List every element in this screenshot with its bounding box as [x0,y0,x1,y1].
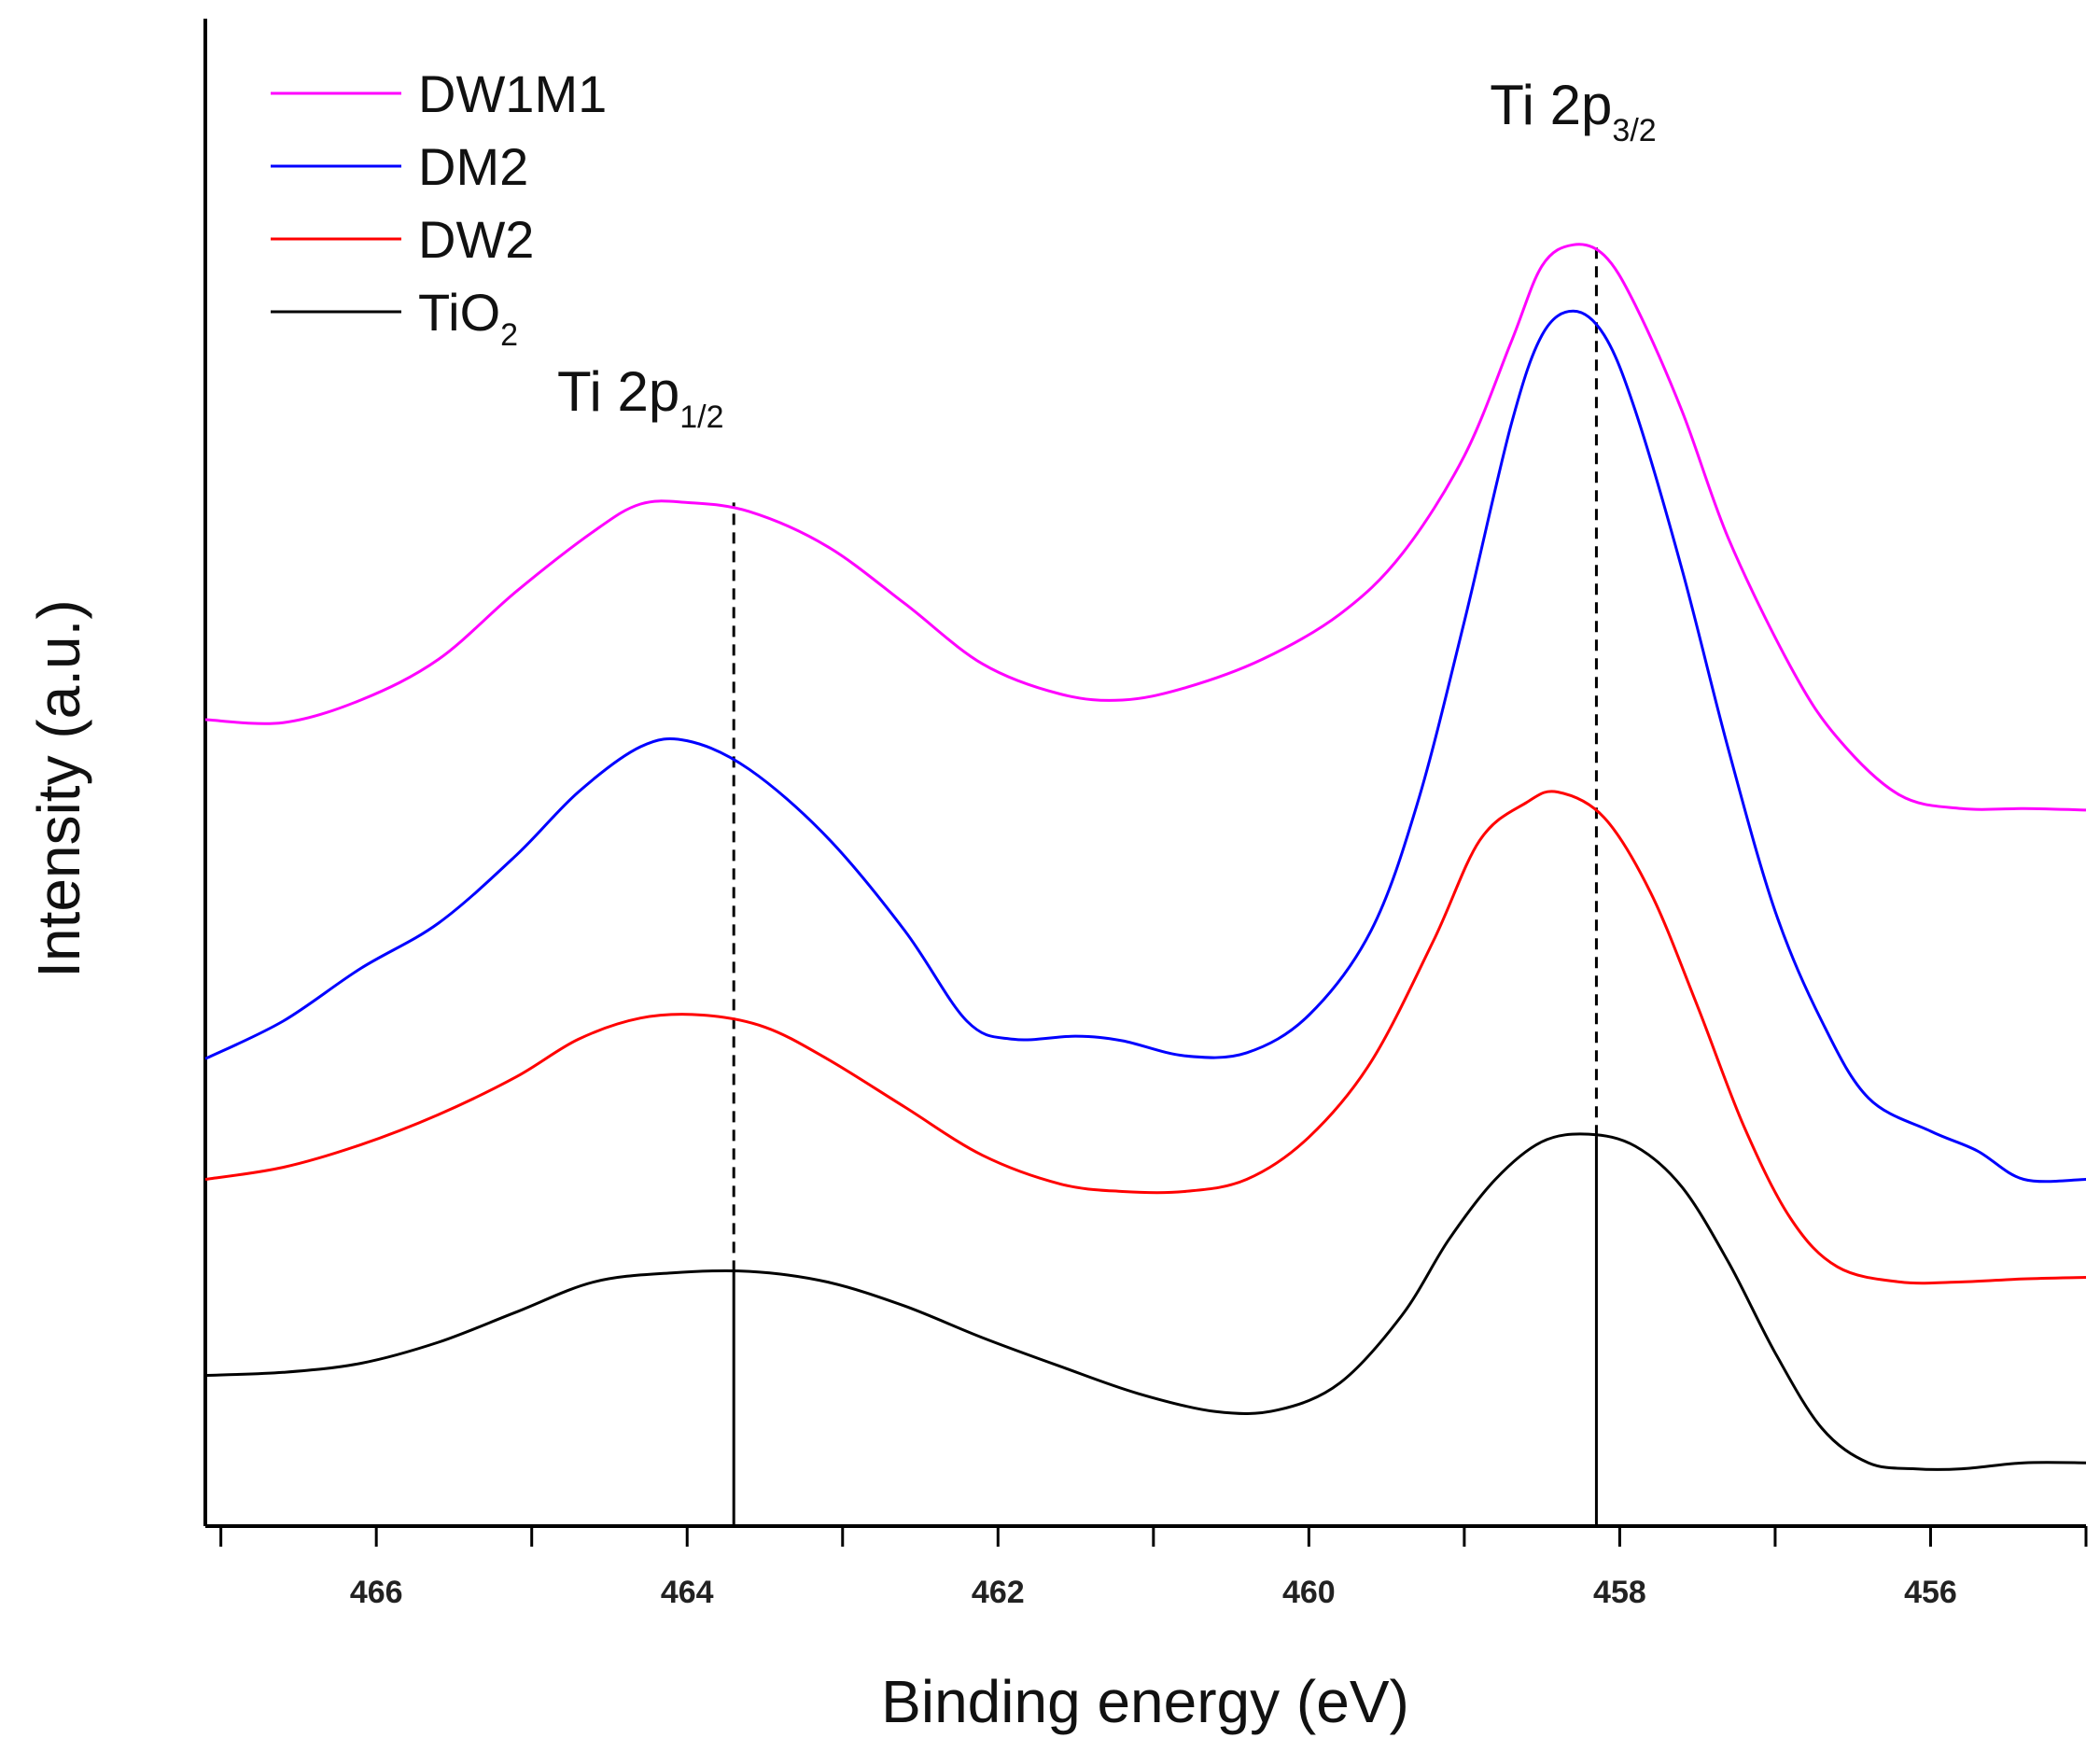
x-tick-label: 458 [1593,1575,1646,1610]
spectra-series [204,243,2087,1471]
x-tick-label: 456 [1904,1575,1957,1610]
x-tick-label: 460 [1282,1575,1336,1610]
peak-annotations: Ti 2p1/2 Ti 2p3/2 [557,74,1657,435]
legend-label-tio2: TiO2 [418,283,518,353]
plot-frame [203,19,2086,1528]
legend: DW1M1 DM2 DW2 TiO2 [271,64,607,353]
x-tick-label: 462 [972,1575,1025,1610]
series-line-dw1m1 [204,243,2087,812]
peak-marker-lines [732,245,1598,1526]
x-tick-label: 466 [350,1575,403,1610]
series-line-tio2 [204,1132,2087,1471]
series-line-dw2 [204,790,2087,1285]
legend-label-dm2: DM2 [418,137,528,196]
series-line-dm2 [204,309,2087,1184]
x-axis-label: Binding energy (eV) [881,1668,1409,1735]
peak-label: Ti 2p1/2 [557,360,723,435]
x-tick-label: 464 [661,1575,714,1610]
x-axis-ticks: 466 464 462 460 458 456 [219,1526,2088,1610]
legend-label-dw2: DW2 [418,210,534,269]
legend-label-dw1m1: DW1M1 [418,64,607,123]
peak-label: Ti 2p3/2 [1490,74,1656,148]
y-axis-label: Intensity (a.u.) [25,599,92,978]
